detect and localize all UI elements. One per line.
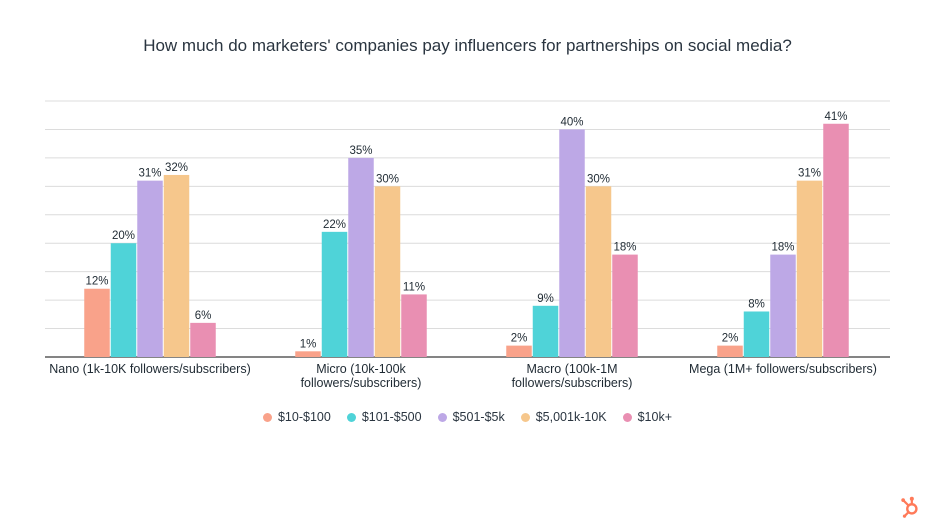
bar bbox=[163, 174, 190, 357]
data-labels: 12% 20% 31% 32% 6% 1% 22% 35% 30% 11% 2% 9% 40% 30% 18… bbox=[85, 111, 847, 351]
legend-swatch bbox=[437, 412, 447, 422]
legend: $10-$100 $101-$500 $501-$5k $5,001k-10K $10k… bbox=[0, 410, 935, 424]
data-label: 40% bbox=[560, 116, 583, 128]
bar bbox=[401, 294, 427, 357]
legend-label: $101-$500 bbox=[361, 410, 422, 424]
legend-item: $101-$500 bbox=[346, 410, 422, 424]
data-label: 18% bbox=[613, 242, 636, 254]
bar bbox=[321, 231, 348, 357]
data-label: 8% bbox=[748, 298, 765, 310]
data-label: 30% bbox=[376, 173, 399, 185]
bar bbox=[374, 186, 401, 357]
x-tick-labels: Nano (1k-10K followers/subscribers) Micro… bbox=[49, 362, 877, 390]
legend-item: $501-$5k bbox=[437, 410, 505, 424]
bar bbox=[717, 345, 743, 357]
x-tick-label: Mega (1M+ followers/subscribers) bbox=[689, 362, 877, 376]
data-label: 11% bbox=[403, 281, 425, 293]
bar bbox=[137, 180, 163, 357]
bar bbox=[743, 311, 770, 357]
bar bbox=[110, 243, 137, 357]
legend-item: $10k+ bbox=[622, 410, 673, 424]
bars bbox=[84, 123, 849, 357]
hubspot-sprocket-icon bbox=[901, 496, 918, 518]
x-tick-label: followers/subscribers) bbox=[301, 376, 422, 390]
x-tick-label: Micro (10k-100k bbox=[316, 362, 406, 376]
data-label: 2% bbox=[722, 333, 739, 345]
data-label: 31% bbox=[798, 168, 821, 180]
bar bbox=[770, 254, 796, 357]
data-label: 41% bbox=[824, 111, 847, 123]
legend-swatch bbox=[346, 412, 356, 422]
data-label: 32% bbox=[165, 162, 188, 174]
legend-swatch bbox=[520, 412, 530, 422]
bar bbox=[585, 186, 612, 357]
bar bbox=[823, 123, 849, 357]
bar bbox=[506, 345, 532, 357]
bar bbox=[190, 322, 216, 357]
legend-swatch bbox=[622, 412, 632, 422]
chart-title: How much do marketers' companies pay inf… bbox=[143, 36, 792, 55]
x-tick-label: followers/subscribers) bbox=[512, 376, 633, 390]
legend-item: $5,001k-10K bbox=[520, 410, 607, 424]
gridlines bbox=[45, 100, 890, 358]
data-label: 35% bbox=[349, 145, 372, 157]
data-label: 31% bbox=[138, 168, 161, 180]
data-label: 1% bbox=[300, 338, 317, 350]
data-label: 12% bbox=[85, 276, 108, 288]
legend-label: $5,001k-10K bbox=[535, 410, 607, 424]
bar bbox=[796, 180, 823, 357]
data-label: 20% bbox=[112, 230, 135, 242]
x-tick-label: Nano (1k-10K followers/subscribers) bbox=[49, 362, 250, 376]
bar bbox=[295, 351, 321, 357]
legend-label: $501-$5k bbox=[452, 410, 505, 424]
legend-swatch bbox=[262, 412, 272, 422]
legend-item: $10-$100 bbox=[262, 410, 331, 424]
bar bbox=[84, 288, 110, 357]
legend-label: $10k+ bbox=[637, 410, 673, 424]
data-label: 6% bbox=[195, 310, 212, 322]
data-label: 22% bbox=[323, 219, 346, 231]
legend-label: $10-$100 bbox=[277, 410, 331, 424]
data-label: 18% bbox=[771, 242, 794, 254]
data-label: 2% bbox=[511, 333, 528, 345]
bar bbox=[612, 254, 638, 357]
bar bbox=[532, 305, 559, 357]
data-label: 9% bbox=[537, 293, 554, 305]
bar bbox=[559, 129, 585, 357]
x-tick-label: Macro (100k-1M bbox=[527, 362, 618, 376]
data-label: 30% bbox=[587, 173, 610, 185]
bar bbox=[348, 157, 374, 357]
